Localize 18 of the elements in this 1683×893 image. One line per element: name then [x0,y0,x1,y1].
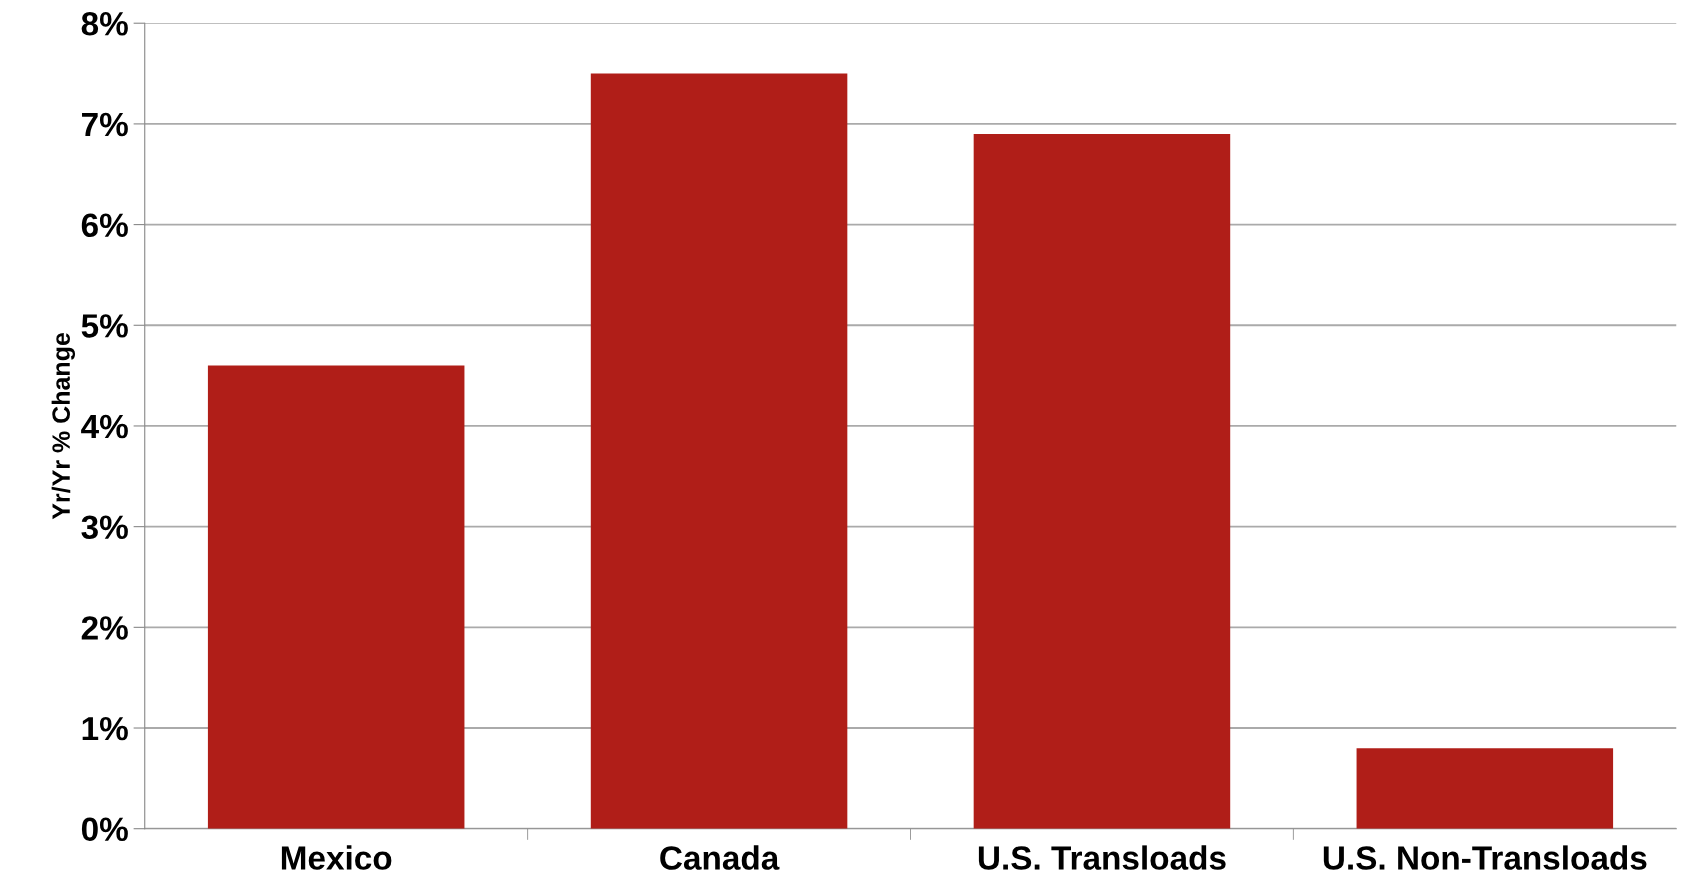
x-tick-label: Canada [660,845,780,870]
y-axis-title: Yr/Yr % Change [51,333,76,520]
y-tick-label: 7% [82,112,128,137]
bar [590,73,848,829]
y-tick-label: 6% [81,213,128,237]
x-tick-label: U.S. Transloads [978,845,1226,870]
bar [207,365,465,829]
y-tick-label: 2% [81,616,128,640]
y-tick-label: 3% [81,515,128,540]
x-tick-label: U.S. Non-Transloads [1323,845,1647,870]
y-tick-label: 4% [81,414,128,439]
y-tick-label: 8% [81,12,128,36]
bar [1356,748,1614,829]
y-tick-label: 1% [82,716,128,741]
bar [973,133,1231,829]
y-tick-label: 0% [81,817,128,842]
x-tick-label: Mexico [281,845,392,870]
y-tick-label: 5% [81,314,128,338]
